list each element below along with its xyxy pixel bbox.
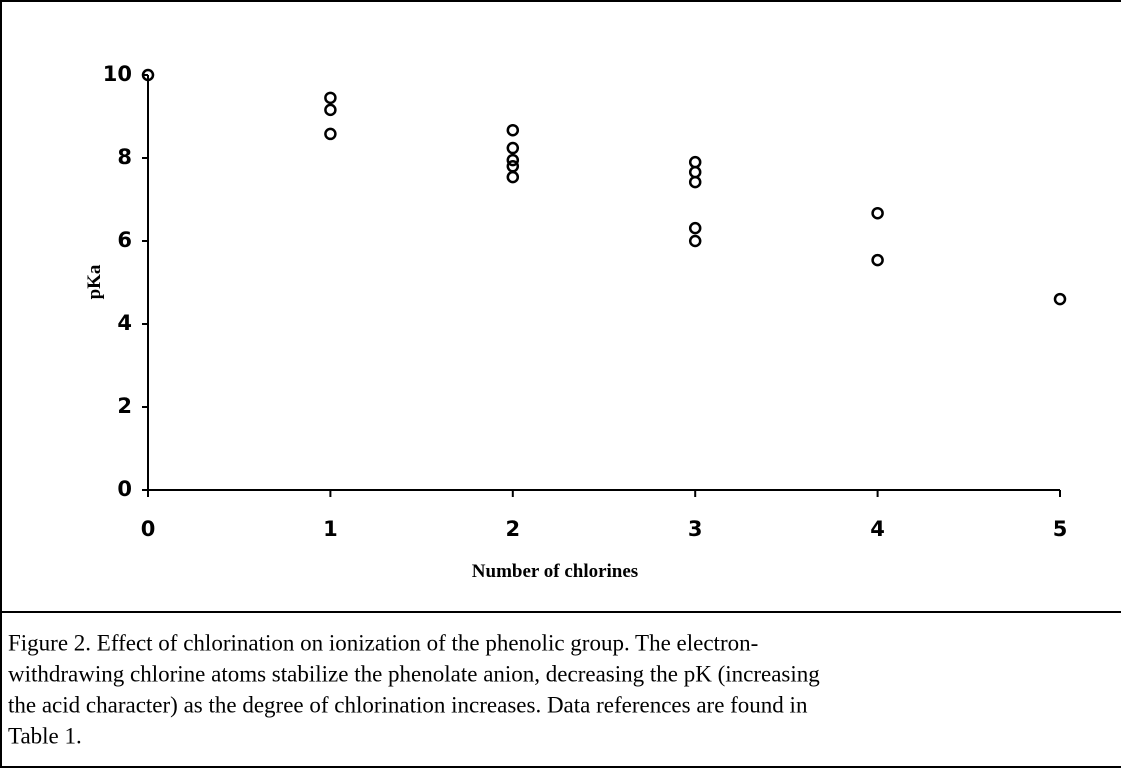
data-point <box>324 103 337 117</box>
data-point <box>688 175 702 189</box>
y-tick-label: 4 <box>117 311 132 335</box>
data-point <box>688 234 702 248</box>
x-tick-label: 5 <box>1053 517 1068 541</box>
y-tick-label: 0 <box>117 477 132 501</box>
y-tick-label: 2 <box>117 394 132 418</box>
data-point <box>506 153 520 167</box>
data-point <box>141 68 155 82</box>
y-tick-label: 10 <box>103 62 132 86</box>
caption-line: Table 1. <box>8 723 82 748</box>
data-point <box>506 141 520 155</box>
data-point <box>506 170 520 184</box>
y-axis-label: pKa <box>84 264 105 299</box>
x-tick-label: 0 <box>141 517 156 541</box>
y-tick-label: 6 <box>117 228 132 252</box>
data-point <box>688 155 702 169</box>
x-axis-label: Number of chlorines <box>472 561 638 582</box>
y-tick-label: 8 <box>117 145 132 169</box>
caption-line: Figure 2. Effect of chlorination on ioni… <box>8 630 758 655</box>
x-tick-label: 3 <box>688 517 703 541</box>
data-point <box>324 127 337 141</box>
data-point <box>506 123 520 137</box>
data-point <box>871 253 884 267</box>
data-point <box>688 221 702 235</box>
data-point <box>871 206 884 220</box>
data-point <box>1053 292 1067 306</box>
caption-line: withdrawing chlorine atoms stabilize the… <box>8 661 820 686</box>
x-tick-label: 4 <box>870 517 885 541</box>
x-tick-label: 2 <box>505 517 520 541</box>
caption-line: the acid character) as the degree of chl… <box>8 692 808 717</box>
data-point <box>324 91 337 105</box>
x-tick-label: 1 <box>323 517 338 541</box>
data-point <box>688 165 702 179</box>
